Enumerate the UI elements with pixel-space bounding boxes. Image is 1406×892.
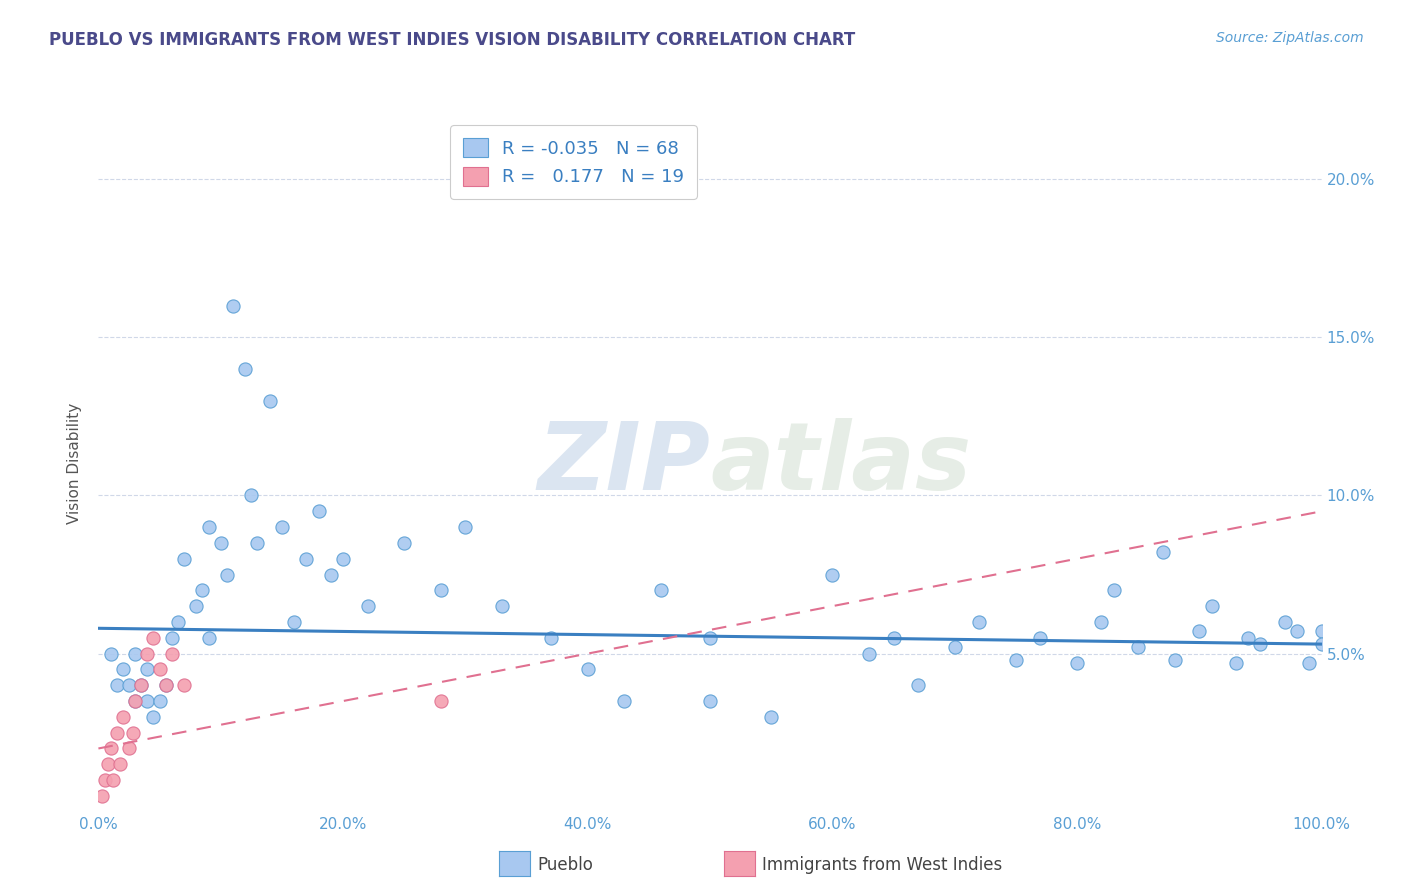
Point: [308, 504, 330, 518]
Point: [100, 647, 122, 661]
Point: [246, 536, 269, 550]
Point: [105, 678, 128, 692]
Point: [943, 640, 966, 655]
Point: [761, 710, 783, 724]
Point: [149, 662, 172, 676]
Point: [907, 678, 929, 692]
Point: [186, 599, 208, 614]
Point: [650, 583, 672, 598]
Point: [1102, 583, 1125, 598]
Text: ZIP: ZIP: [537, 417, 710, 510]
Point: [1201, 599, 1223, 614]
Point: [613, 694, 636, 708]
Point: [1188, 624, 1211, 639]
Point: [283, 615, 305, 629]
Point: [136, 694, 159, 708]
Point: [129, 678, 152, 692]
Point: [105, 725, 128, 739]
Point: [821, 567, 844, 582]
Point: [191, 583, 214, 598]
Point: [124, 694, 146, 708]
Point: [699, 694, 721, 708]
Point: [124, 694, 146, 708]
Point: [270, 520, 294, 534]
Point: [149, 694, 172, 708]
Point: [97, 757, 120, 772]
Point: [197, 631, 219, 645]
Point: [129, 678, 152, 692]
Point: [1298, 656, 1320, 670]
Point: [124, 647, 146, 661]
Point: [1164, 653, 1187, 667]
Point: [222, 299, 245, 313]
Point: [540, 631, 562, 645]
Y-axis label: Vision Disability: Vision Disability: [67, 403, 83, 524]
Point: [142, 710, 165, 724]
Point: [100, 741, 122, 756]
Point: [118, 741, 141, 756]
Point: [160, 631, 183, 645]
Point: [319, 567, 342, 582]
Point: [858, 647, 880, 661]
Point: [430, 583, 453, 598]
Point: [155, 678, 177, 692]
Point: [259, 393, 281, 408]
Text: PUEBLO VS IMMIGRANTS FROM WEST INDIES VISION DISABILITY CORRELATION CHART: PUEBLO VS IMMIGRANTS FROM WEST INDIES VI…: [49, 31, 855, 49]
Point: [1029, 631, 1052, 645]
Point: [491, 599, 513, 614]
Point: [392, 536, 416, 550]
Point: [197, 520, 219, 534]
Point: [295, 551, 318, 566]
Point: [1004, 653, 1026, 667]
Point: [111, 710, 134, 724]
Point: [356, 599, 378, 614]
Text: Pueblo: Pueblo: [537, 856, 593, 874]
Point: [155, 678, 177, 692]
Point: [142, 631, 165, 645]
Point: [118, 678, 141, 692]
Point: [233, 362, 256, 376]
Text: Immigrants from West Indies: Immigrants from West Indies: [762, 856, 1002, 874]
Point: [967, 615, 990, 629]
Point: [576, 662, 599, 676]
Point: [167, 615, 190, 629]
Point: [1274, 615, 1296, 629]
Legend: R = -0.035   N = 68, R =   0.177   N = 19: R = -0.035 N = 68, R = 0.177 N = 19: [450, 125, 697, 199]
Point: [240, 488, 263, 502]
Point: [1128, 640, 1150, 655]
Point: [93, 773, 115, 788]
Point: [332, 551, 354, 566]
Point: [1225, 656, 1247, 670]
Point: [136, 647, 159, 661]
Point: [1310, 637, 1333, 651]
Point: [110, 757, 132, 772]
Text: atlas: atlas: [710, 417, 972, 510]
Point: [101, 773, 124, 788]
Point: [215, 567, 238, 582]
Point: [136, 662, 159, 676]
Point: [1286, 624, 1309, 639]
Text: Source: ZipAtlas.com: Source: ZipAtlas.com: [1216, 31, 1364, 45]
Point: [173, 551, 195, 566]
Point: [883, 631, 905, 645]
Point: [1066, 656, 1088, 670]
Point: [699, 631, 721, 645]
Point: [430, 694, 453, 708]
Point: [209, 536, 232, 550]
Point: [1249, 637, 1271, 651]
Point: [1152, 545, 1174, 559]
Point: [1237, 631, 1260, 645]
Point: [454, 520, 477, 534]
Point: [91, 789, 114, 803]
Point: [1090, 615, 1112, 629]
Point: [121, 725, 143, 739]
Point: [1310, 624, 1333, 639]
Point: [173, 678, 195, 692]
Point: [111, 662, 134, 676]
Point: [160, 647, 183, 661]
